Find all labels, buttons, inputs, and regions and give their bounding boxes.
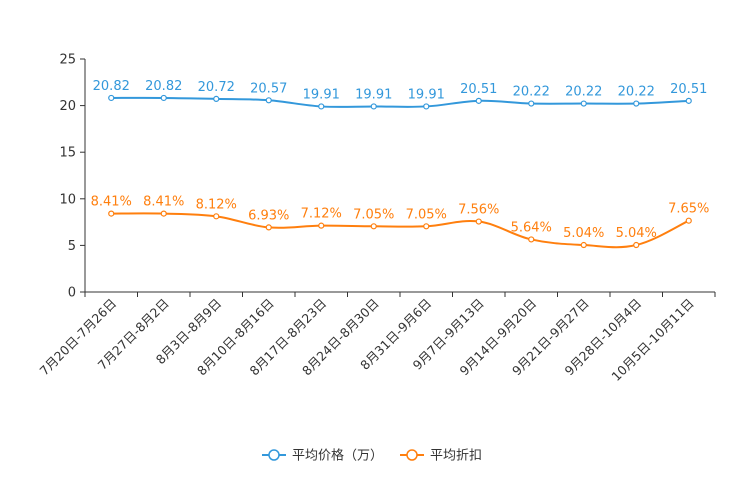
- data-point[interactable]: [160, 210, 167, 217]
- legend-item-2[interactable]: 平均折扣: [400, 449, 482, 464]
- legend[interactable]: 平均价格（万） 平均折扣: [262, 448, 482, 464]
- y-tick-label: 20: [59, 99, 76, 114]
- data-point[interactable]: [265, 224, 272, 231]
- data-point[interactable]: [213, 95, 220, 102]
- legend-label: 平均价格（万）: [292, 448, 383, 464]
- data-point[interactable]: [265, 97, 272, 104]
- data-point[interactable]: [213, 213, 220, 220]
- series-line-2: [111, 212, 690, 249]
- data-point[interactable]: [423, 223, 430, 230]
- data-label: 5.04%: [616, 226, 657, 241]
- data-point[interactable]: [475, 97, 482, 104]
- data-labels: 20.82 20.82 20.72 20.57 19.91 19.91 19.91 20.51…: [91, 79, 710, 241]
- data-label: 20.22: [618, 85, 655, 100]
- data-label: 8.41%: [143, 195, 184, 210]
- series-layer: [108, 94, 692, 249]
- y-tick-label: 5: [68, 239, 76, 254]
- data-point[interactable]: [423, 103, 430, 110]
- data-label: 19.91: [303, 87, 340, 102]
- data-label: 19.91: [355, 87, 392, 102]
- data-label: 20.51: [460, 82, 497, 97]
- data-label: 19.91: [408, 87, 445, 102]
- data-label: 20.22: [513, 85, 550, 100]
- y-tick-label: 10: [59, 192, 76, 207]
- data-point[interactable]: [528, 100, 535, 107]
- data-label: 20.72: [198, 80, 235, 95]
- data-point[interactable]: [580, 100, 587, 107]
- data-label: 5.04%: [563, 226, 604, 241]
- data-label: 7.56%: [458, 203, 499, 218]
- data-point[interactable]: [108, 210, 115, 217]
- data-label: 20.22: [565, 85, 602, 100]
- legend-circle-icon: [406, 449, 418, 461]
- legend-item-1[interactable]: 平均价格（万）: [262, 448, 383, 464]
- data-point[interactable]: [370, 223, 377, 230]
- data-label: 7.05%: [406, 207, 447, 222]
- data-label: 20.51: [670, 82, 707, 97]
- data-point[interactable]: [633, 100, 640, 107]
- data-point[interactable]: [160, 94, 167, 102]
- data-label: 6.93%: [248, 208, 289, 223]
- y-tick-label: 15: [59, 146, 76, 161]
- data-label: 7.65%: [668, 202, 709, 217]
- data-point[interactable]: [685, 97, 692, 104]
- legend-circle-icon: [268, 449, 280, 461]
- data-point[interactable]: [318, 103, 325, 110]
- series-line-1: [111, 96, 689, 108]
- data-point[interactable]: [108, 94, 115, 102]
- data-point[interactable]: [685, 217, 692, 224]
- y-tick-label: 25: [59, 53, 76, 68]
- data-label: 8.12%: [196, 197, 237, 212]
- data-label: 8.41%: [91, 195, 132, 210]
- data-point[interactable]: [475, 218, 482, 225]
- data-point[interactable]: [370, 103, 377, 110]
- legend-label: 平均折扣: [430, 449, 482, 464]
- data-point[interactable]: [528, 236, 535, 243]
- data-label: 20.57: [250, 81, 287, 96]
- y-tick-label: 0: [68, 286, 76, 301]
- data-label: 20.82: [93, 79, 130, 94]
- data-label: 7.12%: [301, 207, 342, 222]
- data-label: 7.05%: [353, 207, 394, 222]
- data-point[interactable]: [318, 222, 325, 229]
- data-label: 5.64%: [511, 220, 552, 235]
- data-label: 20.82: [145, 79, 182, 94]
- data-point[interactable]: [580, 241, 587, 249]
- data-point[interactable]: [633, 241, 640, 249]
